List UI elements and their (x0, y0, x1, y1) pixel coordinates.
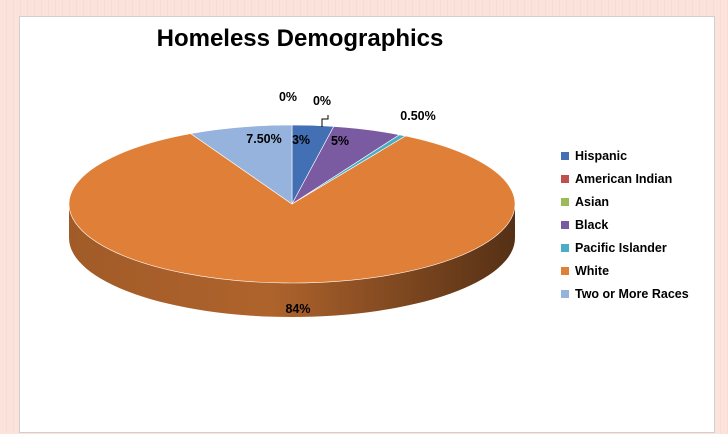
pie-slice-white (68, 133, 516, 284)
legend-swatch (561, 244, 569, 252)
legend-label: Hispanic (575, 149, 628, 164)
chart-title: Homeless Demographics (156, 25, 444, 52)
legend-item-white: White (561, 259, 689, 282)
legend-swatch (561, 266, 569, 275)
data-label-american-indian: 0% (279, 90, 297, 104)
legend-item-two-or-more-races: Two or More Races (561, 282, 689, 305)
legend-item-hispanic: Hispanic (561, 145, 689, 168)
pie-slice-two-or-more-races (189, 124, 293, 205)
legend-item-black: Black (561, 214, 689, 237)
data-label-black: 5% (331, 134, 349, 148)
legend-item-pacific-islander: Pacific Islander (561, 237, 689, 260)
legend-swatch (561, 152, 569, 161)
pie-side-white (69, 204, 515, 317)
legend-swatch (561, 175, 569, 184)
legend-swatch (561, 221, 569, 230)
data-label-two-or-more-races: 7.50% (246, 132, 281, 146)
data-label-white: 84% (285, 302, 310, 316)
chart-area: Homeless Demographics 3% 0% 0% 5% 0.50% 84% 7.… (19, 16, 715, 433)
legend-label: Two or More Races (575, 286, 689, 301)
pie-chart: 3% 0% 0% 5% 0.50% 84% 7.50% (68, 90, 516, 317)
legend-label: Pacific Islander (575, 241, 667, 255)
legend-item-asian: Asian (561, 191, 689, 214)
legend-label: Asian (575, 195, 610, 210)
legend-label: Black (575, 218, 609, 233)
legend-label: American Indian (575, 172, 673, 187)
legend-swatch (561, 198, 569, 207)
legend: Hispanic American Indian Asian Black Pacific… (561, 145, 689, 305)
data-label-asian: 0% (313, 94, 331, 108)
data-label-pacific-islander: 0.50% (400, 109, 435, 123)
legend-swatch (561, 289, 569, 298)
legend-item-american-indian: American Indian (561, 168, 689, 191)
leader-line (321, 115, 329, 127)
data-label-hispanic: 3% (292, 133, 310, 147)
legend-label: White (575, 263, 610, 278)
